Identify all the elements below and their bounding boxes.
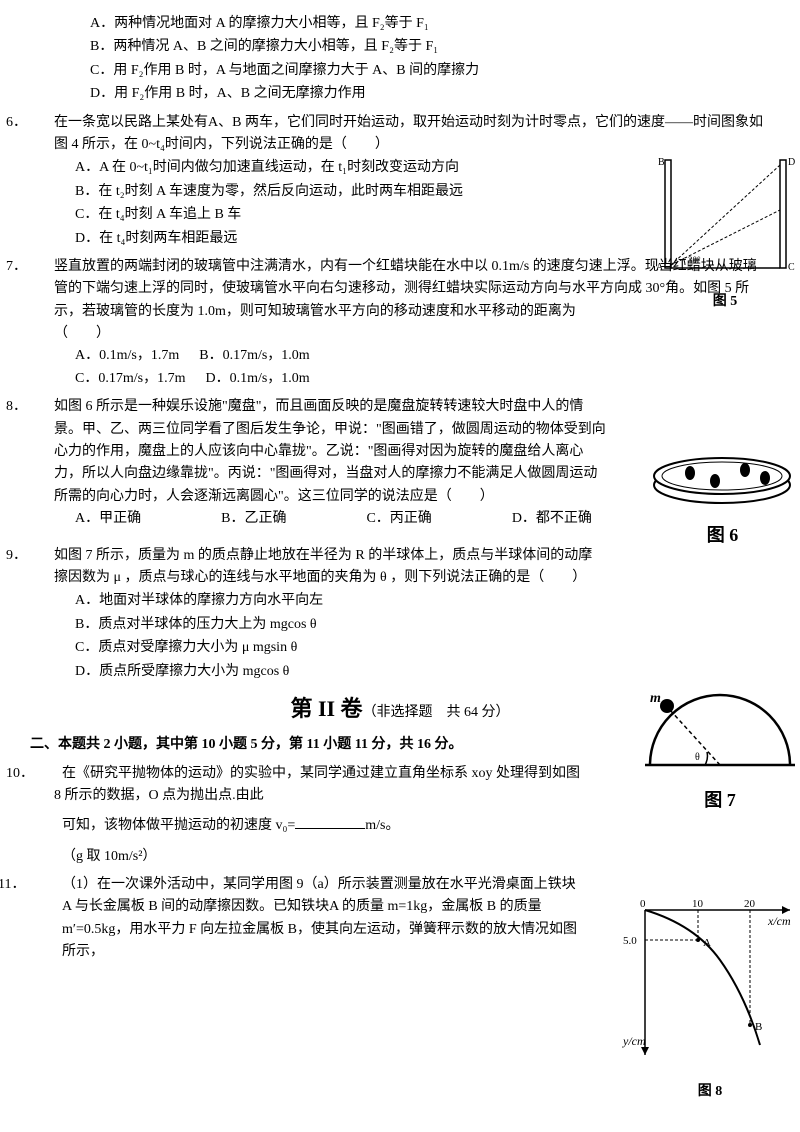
q5-options: A．两种情况地面对 A 的摩擦力大小相等，且 F₂等于 F₁ B．两种情况 A、… <box>30 13 770 106</box>
q9-opt-b: B．质点对半球体的压力大上为 mgcos θ <box>75 614 770 636</box>
q7-options: A．0.1m/s，1.7m B．0.17m/s，1.0m <box>30 345 770 367</box>
q9-options: A．地面对半球体的摩擦力方向水平向左 B．质点对半球体的压力大上为 mgcos … <box>30 590 770 683</box>
q7-opt-d: D．0.1m/s，1.0m <box>205 368 309 390</box>
svg-text:C: C <box>788 262 795 273</box>
q7-num: 7． <box>30 256 54 278</box>
svg-text:B: B <box>658 157 665 168</box>
q6-num: 6． <box>30 112 54 134</box>
q11-num: 11． <box>30 874 62 896</box>
q6-text: 在一条宽以民路上某处有A、B 两车，它们同时开始运动，取开始运动时刻为计时零点，… <box>54 115 763 152</box>
q9-opt-a: A．地面对半球体的摩擦力方向水平向左 <box>75 590 770 612</box>
question-10: 10．在《研究平抛物体的运动》的实验中，某同学通过建立直角坐标系 xoy 处理得… <box>30 763 770 869</box>
figure-8-label: 图 8 <box>620 1081 800 1103</box>
svg-text:B: B <box>755 1021 762 1033</box>
q8-opt-d: D．都不正确 <box>512 508 592 530</box>
q11-stem: 11．（1）在一次课外活动中，某同学用图 9（a）所示装置测量放在水平光滑桌面上… <box>30 874 770 964</box>
q10-text4: （g 取 10m/s²） <box>30 846 770 868</box>
q5-opt-d: D．用 F₂作用 B 时，A、B 之间无摩擦力作用 <box>90 83 770 105</box>
q10-text3: m/s。 <box>365 818 399 833</box>
question-8: 8．如图 6 所示是一种娱乐设施"魔盘"，而且画面反映的是魔盘旋转转速较大时盘中… <box>30 396 770 530</box>
q10-line2: 可知，该物体做平抛运动的初速度 v₀= m/s。 <box>30 815 770 837</box>
q7-opt-a: A．0.1m/s，1.7m <box>75 345 179 367</box>
q8-opt-b: B．乙正确 <box>221 508 286 530</box>
q7-opt-c: C．0.17m/s，1.7m <box>75 368 185 390</box>
svg-text:x/cm: x/cm <box>767 914 791 928</box>
q8-options: A．甲正确 B．乙正确 C．丙正确 D．都不正确 <box>30 508 770 530</box>
question-11: 11．（1）在一次课外活动中，某同学用图 9（a）所示装置测量放在水平光滑桌面上… <box>30 874 770 964</box>
q9-stem: 9．如图 7 所示，质量为 m 的质点静止地放在半径为 R 的半球体上，质点与半… <box>30 545 770 590</box>
section-2-sub: （非选择题 共 64 分） <box>363 705 510 720</box>
q8-opt-a: A．甲正确 <box>75 508 141 530</box>
q8-opt-c: C．丙正确 <box>366 508 431 530</box>
q7-opt-b: B．0.17m/s，1.0m <box>199 345 309 367</box>
svg-text:θ: θ <box>695 752 700 763</box>
question-7: 7．竖直放置的两端封闭的玻璃管中注满清水，内有一个红蜡块能在水中以 0.1m/s… <box>30 256 770 390</box>
svg-text:D: D <box>788 157 795 168</box>
q7-text: 竖直放置的两端封闭的玻璃管中注满清水，内有一个红蜡块能在水中以 0.1m/s 的… <box>54 259 772 341</box>
q8-stem: 8．如图 6 所示是一种娱乐设施"魔盘"，而且画面反映的是魔盘旋转转速较大时盘中… <box>30 396 770 508</box>
q8-num: 8． <box>30 396 54 418</box>
q10-blank <box>295 828 365 829</box>
svg-text:m: m <box>650 691 661 706</box>
question-9: 9．如图 7 所示，质量为 m 的质点静止地放在半径为 R 的半球体上，质点与半… <box>30 545 770 683</box>
q5-opt-c: C．用 F₂作用 B 时，A 与地面之间摩擦力大于 A、B 间的摩擦力 <box>90 60 770 82</box>
q11-text: （1）在一次课外活动中，某同学用图 9（a）所示装置测量放在水平光滑桌面上铁块 … <box>62 877 577 959</box>
svg-text:y/cm: y/cm <box>622 1034 646 1048</box>
q9-opt-c: C．质点对受摩擦力大小为 μ mgsin θ <box>75 637 770 659</box>
q5-opt-a: A．两种情况地面对 A 的摩擦力大小相等，且 F₂等于 F₁ <box>90 13 770 35</box>
q10-text2: 可知，该物体做平抛运动的初速度 v₀= <box>62 818 295 833</box>
q10-text1: 在《研究平抛物体的运动》的实验中，某同学通过建立直角坐标系 xoy 处理得到如图… <box>54 766 580 803</box>
q9-opt-d: D．质点所受摩擦力大小为 mgcos θ <box>75 661 770 683</box>
q7-options2: C．0.17m/s，1.7m D．0.1m/s，1.0m <box>30 368 770 390</box>
figure-7-svg: m θ <box>640 680 800 775</box>
q10-stem: 10．在《研究平抛物体的运动》的实验中，某同学通过建立直角坐标系 xoy 处理得… <box>30 763 770 808</box>
q9-text: 如图 7 所示，质量为 m 的质点静止地放在半径为 R 的半球体上，质点与半球体… <box>54 548 592 585</box>
q7-stem: 7．竖直放置的两端封闭的玻璃管中注满清水，内有一个红蜡块能在水中以 0.1m/s… <box>30 256 770 346</box>
q10-num: 10． <box>30 763 62 785</box>
q9-num: 9． <box>30 545 54 567</box>
section-2-title: 第 II 卷 <box>290 696 362 721</box>
q5-opt-b: B．两种情况 A、B 之间的摩擦力大小相等，且 F₂等于 F₁ <box>90 36 770 58</box>
q8-text: 如图 6 所示是一种娱乐设施"魔盘"，而且画面反映的是魔盘旋转转速较大时盘中人的… <box>54 399 606 504</box>
